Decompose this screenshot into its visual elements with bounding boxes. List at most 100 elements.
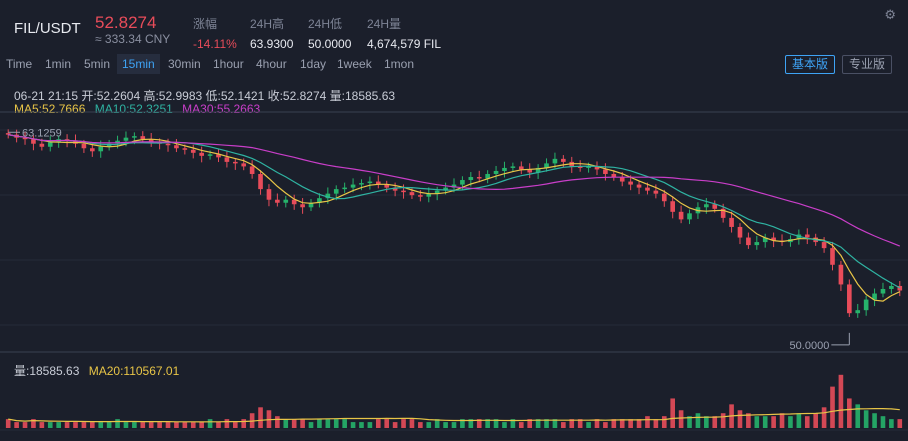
- candle-datetime: 06-21 21:15: [14, 89, 79, 103]
- volume-bar: [275, 416, 280, 428]
- stat-label: 24H低: [308, 17, 343, 31]
- candle-body: [132, 136, 137, 138]
- candle-body: [418, 195, 423, 197]
- volume-bar: [426, 422, 432, 428]
- candle-body: [31, 139, 36, 144]
- candle-body: [603, 169, 608, 174]
- tf-time[interactable]: Time: [6, 57, 33, 71]
- tf-30min[interactable]: 30min: [168, 57, 201, 71]
- candle-body: [98, 146, 104, 152]
- volume-bar: [308, 422, 314, 428]
- candle-body: [510, 166, 516, 168]
- volume-bar: [418, 422, 423, 428]
- candle-body: [771, 237, 776, 241]
- trading-pair[interactable]: FIL/USDT: [14, 20, 81, 37]
- candle-body: [123, 137, 129, 141]
- candle-body: [426, 193, 432, 197]
- volume-bar: [796, 413, 802, 428]
- candle-body: [190, 149, 196, 153]
- candle-body: [174, 145, 179, 149]
- volume-bar: [737, 410, 743, 428]
- volume-bar: [157, 422, 162, 428]
- candle-body: [729, 217, 734, 227]
- candle-body: [838, 264, 844, 285]
- volume-bar: [90, 422, 95, 428]
- tf-5min[interactable]: 5min: [84, 57, 111, 71]
- volume-bar: [821, 407, 827, 428]
- volume-bars: [5, 374, 903, 428]
- volume-bar: [232, 422, 238, 428]
- candle-body: [5, 133, 11, 135]
- tf-1hour[interactable]: 1hour: [213, 57, 244, 71]
- candle-body: [762, 237, 768, 243]
- candle-body: [451, 184, 457, 188]
- volume-bar: [64, 422, 70, 428]
- volume-bar: [22, 422, 28, 428]
- candle-body: [746, 237, 751, 246]
- candle-body: [493, 170, 499, 174]
- candle-body: [216, 154, 221, 158]
- candle-body: [106, 143, 112, 147]
- basic-version-button[interactable]: 基本版: [785, 55, 836, 74]
- volume-bar: [779, 413, 785, 428]
- volume-bar: [5, 419, 11, 428]
- stat-label: 涨幅: [193, 17, 218, 31]
- volume-bar: [712, 416, 718, 428]
- tf-1min[interactable]: 1min: [45, 57, 72, 71]
- cny-price: ≈ 333.34 CNY: [95, 32, 171, 46]
- settings-gear-icon[interactable]: ⚙: [884, 8, 896, 23]
- candle-body: [897, 285, 903, 291]
- candle-body: [704, 204, 709, 208]
- tf-1week[interactable]: 1week: [337, 57, 372, 71]
- volume-bar: [174, 422, 179, 428]
- candle-body: [468, 177, 474, 181]
- pro-version-button[interactable]: 专业版: [842, 55, 893, 74]
- volume-bar: [872, 413, 877, 428]
- stat-value: 4,674,579 FIL: [367, 37, 442, 51]
- candle-body: [855, 310, 861, 314]
- volume-bar: [485, 419, 490, 428]
- candle-body: [720, 208, 726, 218]
- volume-bar: [182, 422, 188, 428]
- volume-bar: [670, 398, 676, 428]
- volume-bar: [81, 422, 87, 428]
- candle-body: [443, 187, 448, 191]
- volume-bar: [190, 422, 196, 428]
- candle-body: [148, 139, 154, 143]
- stat-value: -14.11%: [193, 37, 237, 51]
- volume-bar: [39, 422, 45, 428]
- candle-body: [661, 193, 667, 202]
- candle-body: [670, 201, 676, 212]
- candle-body: [737, 226, 743, 238]
- volume-bar: [603, 422, 608, 428]
- tf-1day[interactable]: 1day: [300, 57, 327, 71]
- candle-body: [308, 202, 314, 208]
- candle-body: [847, 284, 852, 314]
- max-price-label: 63.1259: [22, 127, 62, 139]
- tf-15min[interactable]: 15min: [122, 57, 155, 71]
- candle-body: [207, 154, 213, 156]
- candle-body: [754, 242, 760, 246]
- volume-bar: [636, 419, 642, 428]
- tf-4hour[interactable]: 4hour: [256, 57, 287, 71]
- candle-body: [586, 166, 591, 168]
- ma5-line: [8, 134, 901, 302]
- volume-bar: [561, 422, 566, 428]
- stat-label: 24H量: [367, 17, 402, 31]
- candle-body: [434, 190, 440, 194]
- candle-body: [476, 177, 482, 179]
- candle-body: [317, 198, 322, 203]
- candle-body: [889, 285, 894, 289]
- candle-body: [619, 177, 625, 182]
- candle-body: [224, 157, 230, 162]
- tf-1mon[interactable]: 1mon: [384, 57, 415, 71]
- candle-body: [611, 173, 617, 178]
- volume-bar: [762, 416, 768, 428]
- volume-bar: [468, 419, 474, 428]
- volume-bar: [207, 419, 213, 428]
- volume-bar: [704, 416, 709, 428]
- candle-body: [140, 136, 146, 140]
- candle-body: [561, 158, 566, 162]
- candle-body: [645, 187, 650, 191]
